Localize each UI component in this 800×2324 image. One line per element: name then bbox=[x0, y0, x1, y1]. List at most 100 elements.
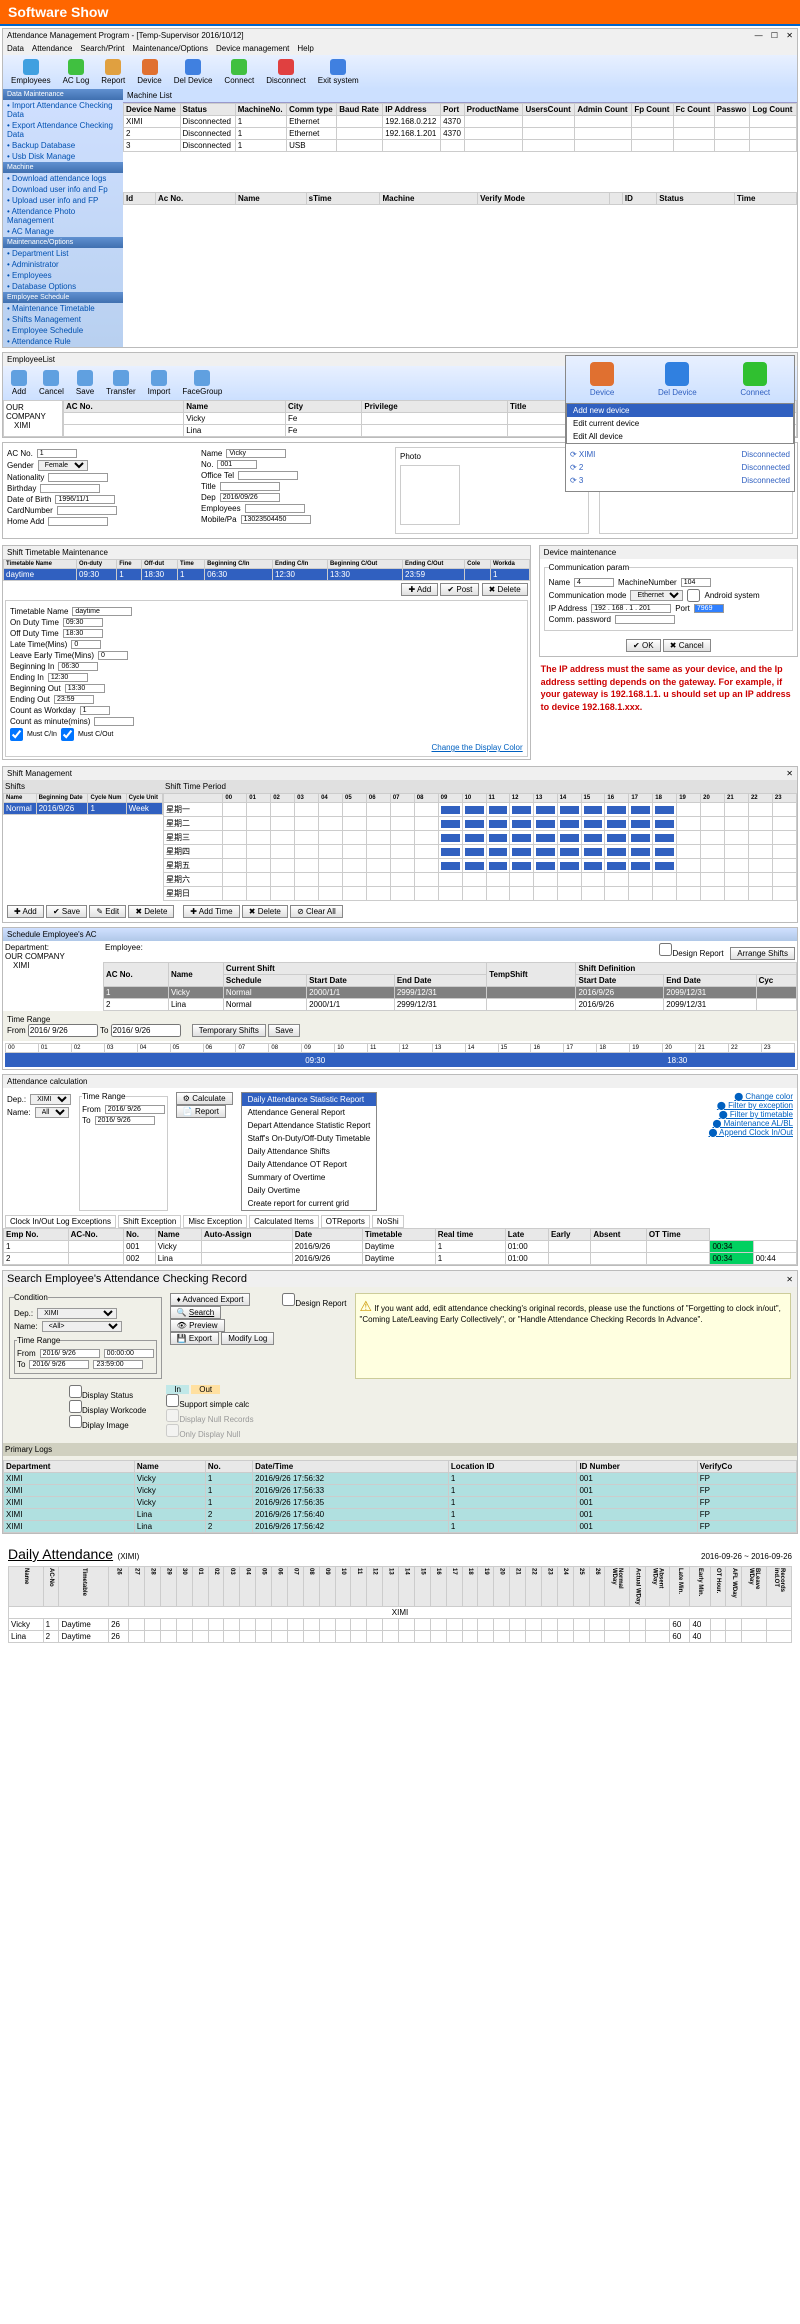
menu-edit-device[interactable]: Edit current device bbox=[567, 417, 793, 430]
company-node[interactable]: OUR COMPANY bbox=[5, 952, 101, 961]
export-btn[interactable]: 💾 Export bbox=[170, 1332, 219, 1345]
home-input[interactable] bbox=[48, 517, 108, 526]
tb-device[interactable]: Device bbox=[133, 57, 165, 87]
menu-item[interactable]: Search/Print bbox=[80, 44, 124, 53]
le-input[interactable] bbox=[98, 651, 128, 660]
sdep-select[interactable]: XIMI bbox=[37, 1308, 117, 1319]
to-date[interactable] bbox=[111, 1024, 181, 1037]
bo-input[interactable] bbox=[65, 684, 105, 693]
close-icon[interactable]: ✕ bbox=[786, 31, 793, 40]
title-input[interactable] bbox=[220, 482, 280, 491]
emp-tb-btn[interactable]: Save bbox=[72, 368, 98, 398]
arrange-shifts-btn[interactable]: Arrange Shifts bbox=[730, 947, 795, 960]
tb-employees[interactable]: Employees bbox=[7, 57, 55, 87]
report-item[interactable]: Daily Attendance Shifts bbox=[242, 1145, 377, 1158]
zoom-device-row[interactable]: ⟳ 2Disconnected bbox=[570, 461, 790, 474]
dr-check[interactable] bbox=[282, 1293, 295, 1306]
report-item[interactable]: Create report for current grid bbox=[242, 1197, 377, 1210]
close-icon[interactable]: ✕ bbox=[786, 1275, 793, 1284]
side-item[interactable]: • Employee Schedule bbox=[3, 325, 123, 336]
cm-input[interactable] bbox=[94, 717, 134, 726]
mco-check[interactable] bbox=[61, 728, 74, 741]
cto-input[interactable] bbox=[95, 1116, 155, 1125]
menu-add-device[interactable]: Add new device bbox=[567, 404, 793, 417]
calc-row[interactable]: 2002Lina2016/9/26Daytime101:0000:3400:44 bbox=[4, 1253, 797, 1265]
side-item[interactable]: • Administrator bbox=[3, 259, 123, 270]
dep-input[interactable] bbox=[220, 493, 280, 502]
device-row[interactable]: 3Disconnected1USB bbox=[124, 140, 797, 152]
side-item[interactable]: • AC Manage bbox=[3, 226, 123, 237]
emp-tb-btn[interactable]: Import bbox=[144, 368, 175, 398]
tb-ac-log[interactable]: AC Log bbox=[59, 57, 94, 87]
tb-exit-system[interactable]: Exit system bbox=[314, 57, 363, 87]
calc-tab[interactable]: OTReports bbox=[321, 1215, 370, 1228]
side-item[interactable]: • Usb Disk Manage bbox=[3, 151, 123, 162]
calc-row[interactable]: 1001Vicky2016/9/26Daytime101:0000:34 bbox=[4, 1241, 797, 1253]
company-node[interactable]: OUR COMPANY bbox=[6, 403, 60, 421]
calc-tab[interactable]: NoShi bbox=[372, 1215, 404, 1228]
sfrom-time[interactable] bbox=[104, 1349, 154, 1358]
search-row[interactable]: XIMIVicky12016/9/26 17:56:331001FP bbox=[4, 1485, 797, 1497]
menu-item[interactable]: Data bbox=[7, 44, 24, 53]
calc-link[interactable]: ⬤ Maintenance AL/BL bbox=[712, 1119, 793, 1128]
calc-tab[interactable]: Misc Exception bbox=[183, 1215, 247, 1228]
sm-edit-btn[interactable]: ✎ Edit bbox=[89, 905, 126, 918]
ei-input[interactable] bbox=[48, 673, 88, 682]
search-btn[interactable]: 🔍 Search bbox=[170, 1306, 222, 1319]
ssc-check[interactable] bbox=[166, 1394, 179, 1407]
side-item[interactable]: • Attendance Rule bbox=[3, 336, 123, 347]
odn-check[interactable] bbox=[166, 1424, 179, 1437]
sto-time[interactable] bbox=[93, 1360, 143, 1369]
card-input[interactable] bbox=[57, 506, 117, 515]
gender-select[interactable]: Female bbox=[38, 460, 88, 471]
calculate-btn[interactable]: ⚙ Calculate bbox=[176, 1092, 233, 1105]
cancel-btn[interactable]: ✖ Cancel bbox=[663, 639, 711, 652]
ds-check[interactable] bbox=[69, 1385, 82, 1398]
shift-row[interactable]: Normal2016/9/261Week bbox=[4, 803, 163, 815]
calc-tab[interactable]: Clock In/Out Log Exceptions bbox=[5, 1215, 116, 1228]
zoom-device-row[interactable]: ⟳ XIMIDisconnected bbox=[570, 448, 790, 461]
nat-input[interactable] bbox=[48, 473, 108, 482]
eo-input[interactable] bbox=[54, 695, 94, 704]
mn-input[interactable] bbox=[681, 578, 711, 587]
side-item[interactable]: • Export Attendance Checking Data bbox=[3, 120, 123, 140]
side-item[interactable]: • Backup Database bbox=[3, 140, 123, 151]
ip-input[interactable] bbox=[591, 604, 671, 613]
report-item[interactable]: Summary of Overtime bbox=[242, 1171, 377, 1184]
from-date[interactable] bbox=[28, 1024, 98, 1037]
zoom-device-btn[interactable]: Device bbox=[578, 358, 626, 401]
sto-date[interactable] bbox=[29, 1360, 89, 1369]
emp-tb-btn[interactable]: FaceGroup bbox=[178, 368, 226, 398]
side-item[interactable]: • Download attendance logs bbox=[3, 173, 123, 184]
calc-link[interactable]: ⬤ Change color bbox=[734, 1092, 793, 1101]
side-item[interactable]: • Maintenance Timetable bbox=[3, 303, 123, 314]
zoom-connect-btn[interactable]: Connect bbox=[728, 358, 782, 401]
side-item[interactable]: • Department List bbox=[3, 248, 123, 259]
tb-del-device[interactable]: Del Device bbox=[170, 57, 217, 87]
preview-btn[interactable]: 👁 Preview bbox=[170, 1319, 225, 1332]
modify-log-btn[interactable]: Modify Log bbox=[221, 1332, 274, 1345]
late-input[interactable] bbox=[71, 640, 101, 649]
report-item[interactable]: Depart Attendance Statistic Report bbox=[242, 1119, 377, 1132]
tb-disconnect[interactable]: Disconnect bbox=[262, 57, 310, 87]
off-input[interactable] bbox=[63, 629, 103, 638]
calc-link[interactable]: ⬤ Filter by exception bbox=[717, 1101, 793, 1110]
no-input[interactable] bbox=[217, 460, 257, 469]
tb-connect[interactable]: Connect bbox=[220, 57, 258, 87]
device-row[interactable]: 2Disconnected1Ethernet192.168.1.2014370 bbox=[124, 128, 797, 140]
side-item[interactable]: • Upload user info and FP bbox=[3, 195, 123, 206]
cw-input[interactable] bbox=[80, 706, 110, 715]
calc-link[interactable]: ⬤ Append Clock In/Out bbox=[708, 1128, 793, 1137]
stt-delete-btn[interactable]: ✖ Delete bbox=[482, 583, 528, 596]
cfrom-input[interactable] bbox=[105, 1105, 165, 1114]
sm-addtime-btn[interactable]: ✚ Add Time bbox=[183, 905, 239, 918]
report-item[interactable]: Daily Overtime bbox=[242, 1184, 377, 1197]
temp-shifts-btn[interactable]: Temporary Shifts bbox=[192, 1024, 266, 1037]
acno-input[interactable] bbox=[37, 449, 77, 458]
minimize-icon[interactable]: — bbox=[755, 31, 763, 40]
calc-tab[interactable]: Calculated Items bbox=[249, 1215, 319, 1228]
dnr-check[interactable] bbox=[166, 1409, 179, 1422]
search-row[interactable]: XIMIVicky12016/9/26 17:56:351001FP bbox=[4, 1497, 797, 1509]
emp-tb-btn[interactable]: Cancel bbox=[35, 368, 68, 398]
emp-input[interactable] bbox=[245, 504, 305, 513]
